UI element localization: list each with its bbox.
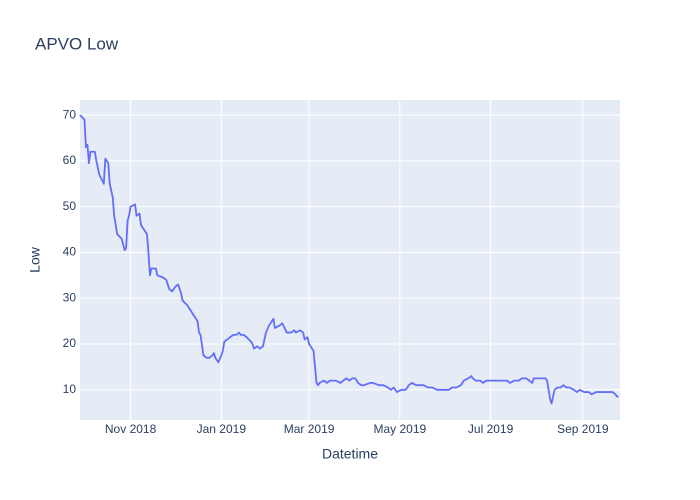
x-tick-label: Jul 2019: [468, 422, 514, 436]
x-axis-title: Datetime: [322, 446, 378, 462]
y-axis-title: Low: [27, 246, 43, 273]
chart-title: APVO Low: [35, 34, 119, 53]
x-tick-label: Jan 2019: [197, 422, 247, 436]
x-tick-label: May 2019: [373, 422, 426, 436]
plot-area: [80, 100, 620, 420]
x-tick-label: Nov 2018: [105, 422, 157, 436]
x-tick-label: Sep 2019: [557, 422, 609, 436]
y-tick-label: 70: [63, 107, 77, 121]
y-tick-label: 50: [63, 199, 77, 213]
y-tick-label: 30: [63, 290, 77, 304]
x-tick-label: Mar 2019: [284, 422, 335, 436]
y-tick-label: 40: [63, 245, 77, 259]
y-tick-label: 20: [63, 336, 77, 350]
y-tick-label: 10: [63, 382, 77, 396]
line: [79, 114, 619, 405]
y-tick-label: 60: [63, 153, 77, 167]
